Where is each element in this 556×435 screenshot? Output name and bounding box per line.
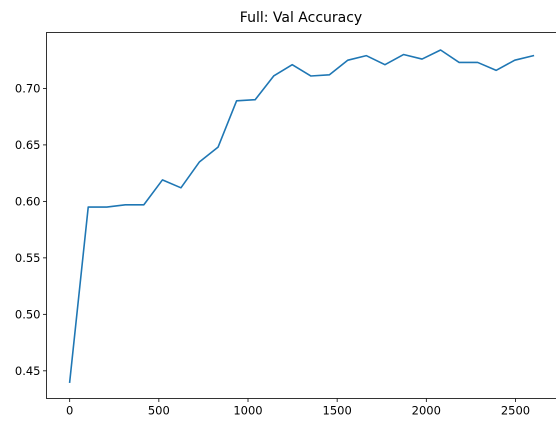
x-tick-label: 500 [148, 404, 170, 418]
y-tick-label: 0.70 [15, 81, 41, 95]
x-tick-label: 1000 [233, 404, 262, 418]
x-tick-label: 1500 [323, 404, 352, 418]
y-tick-label: 0.55 [15, 251, 41, 265]
axes-frame [46, 32, 556, 399]
y-tick-label: 0.60 [15, 194, 41, 208]
x-tick-label: 2500 [501, 404, 530, 418]
series-line [68, 49, 535, 383]
chart-title: Full: Val Accuracy [240, 10, 362, 26]
y-tick-label: 0.50 [15, 307, 41, 321]
x-tick-label: 2000 [412, 404, 441, 418]
y-tick-label: 0.65 [15, 138, 41, 152]
x-tick-label: 0 [66, 404, 73, 418]
plot-area: 0 500 1000 1500 2000 2500 0.45 0.50 0.55 0.60 0.65… [15, 32, 556, 418]
y-tick-label: 0.45 [15, 364, 41, 378]
